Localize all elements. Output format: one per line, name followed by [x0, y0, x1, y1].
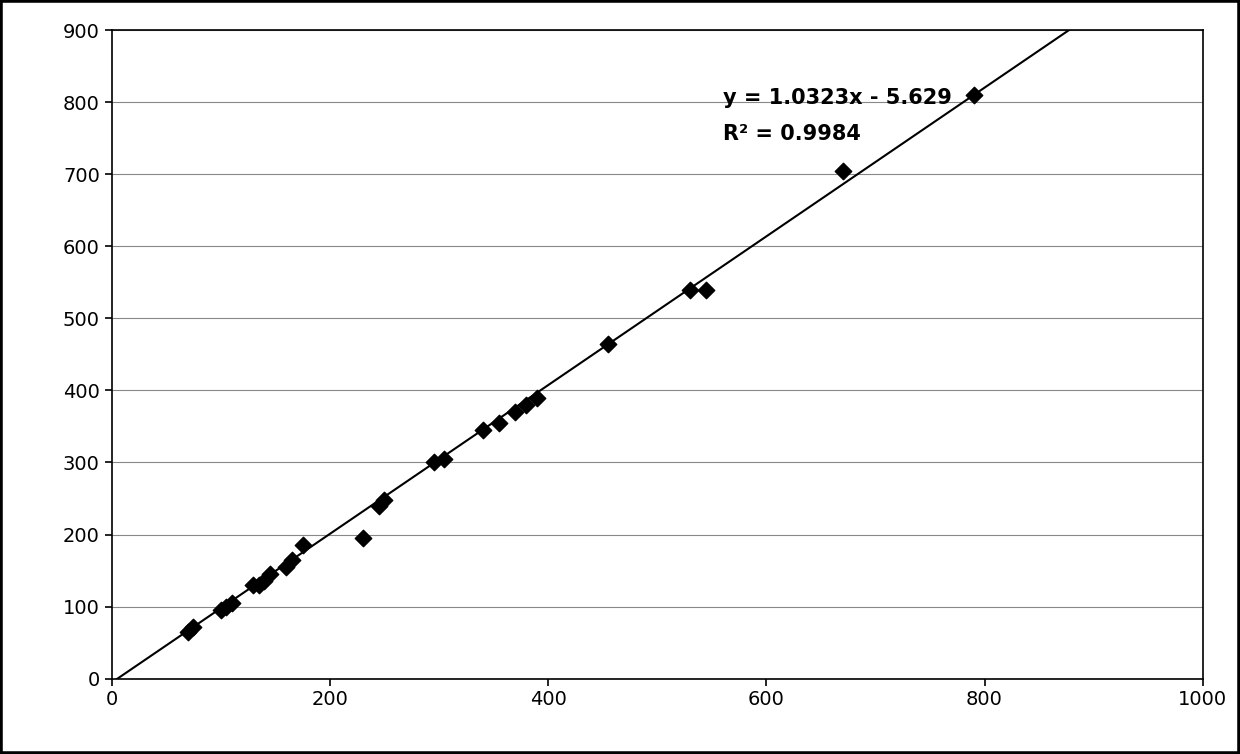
- Point: [281, 553, 301, 566]
- Point: [277, 561, 296, 573]
- Point: [243, 579, 263, 591]
- Text: y = 1.0323x - 5.629: y = 1.0323x - 5.629: [723, 87, 951, 108]
- Text: R² = 0.9984: R² = 0.9984: [723, 124, 861, 144]
- Point: [434, 453, 454, 465]
- Point: [249, 579, 269, 591]
- Point: [506, 406, 526, 418]
- Point: [424, 456, 444, 468]
- Point: [184, 621, 203, 633]
- Point: [516, 399, 536, 411]
- Point: [216, 600, 236, 612]
- Point: [472, 424, 492, 436]
- Point: [598, 338, 618, 350]
- Point: [179, 626, 198, 638]
- Point: [211, 604, 231, 616]
- Point: [293, 539, 312, 551]
- Point: [697, 284, 717, 296]
- Point: [963, 89, 983, 101]
- Point: [680, 284, 699, 296]
- Point: [489, 417, 508, 429]
- Point: [833, 164, 853, 176]
- Point: [374, 494, 394, 506]
- Point: [370, 500, 389, 512]
- Point: [352, 532, 372, 544]
- Point: [222, 597, 242, 609]
- Point: [260, 568, 280, 580]
- Point: [527, 391, 547, 403]
- Point: [254, 575, 274, 587]
